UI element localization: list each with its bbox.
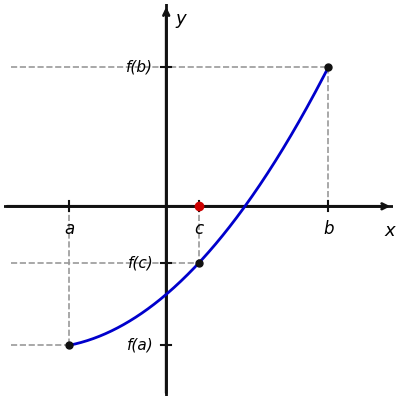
Text: f(a): f(a) <box>126 338 153 353</box>
Text: b: b <box>323 220 334 238</box>
Text: x: x <box>384 222 395 240</box>
Text: y: y <box>176 10 186 28</box>
Text: a: a <box>64 220 74 238</box>
Text: c: c <box>194 220 203 238</box>
Text: f(c): f(c) <box>128 256 153 271</box>
Text: f(b): f(b) <box>126 60 153 75</box>
